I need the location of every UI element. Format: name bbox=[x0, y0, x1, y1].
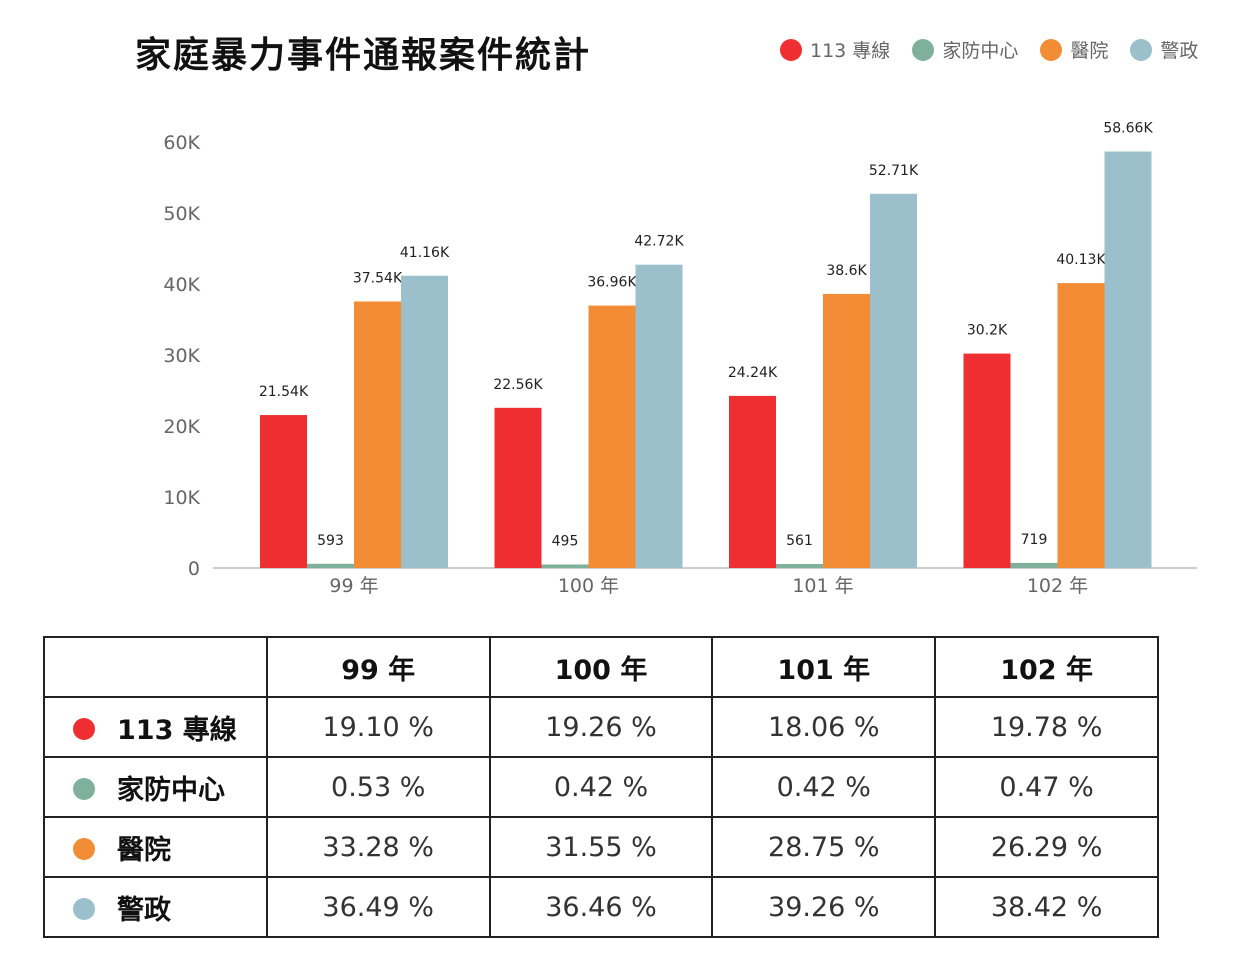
row-label: 警政 bbox=[117, 894, 171, 926]
bar-value-label: 24.24K bbox=[728, 365, 778, 381]
bar-value-label: 36.96K bbox=[587, 275, 637, 291]
table-header-cell: 102 年 bbox=[934, 636, 1159, 698]
table-cell: 0.42 % bbox=[488, 756, 714, 818]
bar bbox=[1104, 151, 1152, 568]
bar-value-label: 38.6K bbox=[826, 263, 867, 279]
x-tick-label: 100 年 bbox=[558, 575, 619, 597]
chart-legend: 113 專線 家防中心 醫院 警政 bbox=[780, 36, 1198, 63]
legend-label: 警政 bbox=[1160, 40, 1199, 62]
legend-dot-icon bbox=[912, 38, 935, 61]
table-header-cell bbox=[43, 636, 268, 698]
table-cell: 19.26 % bbox=[488, 696, 714, 758]
bar bbox=[635, 264, 683, 568]
table-cell: 19.78 % bbox=[934, 696, 1159, 758]
table-cell: 38.42 % bbox=[934, 876, 1159, 938]
y-tick-label: 30K bbox=[163, 345, 200, 367]
table-cell: 0.42 % bbox=[711, 756, 937, 818]
table-cell: 36.46 % bbox=[488, 876, 714, 938]
bar-value-label: 58.66K bbox=[1103, 121, 1153, 137]
table-header-cell: 100 年 bbox=[488, 636, 714, 698]
x-tick-label: 102 年 bbox=[1027, 575, 1088, 597]
row-dot-icon bbox=[73, 838, 95, 860]
table-header-row: 99 年 100 年 101 年 102 年 bbox=[43, 636, 1159, 698]
table-header-cell: 101 年 bbox=[711, 636, 937, 698]
legend-item-hospital[interactable]: 醫院 bbox=[1040, 36, 1108, 63]
row-label: 家防中心 bbox=[117, 774, 225, 806]
y-tick-label: 10K bbox=[163, 487, 200, 509]
y-tick-label: 50K bbox=[163, 203, 200, 225]
bar bbox=[823, 293, 870, 568]
table-row: 醫院 33.28 % 31.55 % 28.75 % 26.29 % bbox=[43, 816, 1159, 878]
bar-chart: 0 10K 20K 30K 40K 50K 60K 21.54K 593 37.54K 41.16K… bbox=[163, 121, 1197, 597]
bar-value-label: 561 bbox=[786, 533, 813, 549]
row-dot-icon bbox=[73, 898, 95, 920]
row-dot-icon bbox=[73, 778, 95, 800]
table-cell: 19.10 % bbox=[265, 696, 491, 758]
bar-value-label: 21.54K bbox=[259, 384, 309, 400]
row-dot-icon bbox=[73, 718, 95, 740]
legend-label: 家防中心 bbox=[942, 40, 1019, 62]
bar bbox=[588, 305, 636, 568]
bar-value-label: 40.13K bbox=[1056, 252, 1106, 268]
table-row: 警政 36.49 % 36.46 % 39.26 % 38.42 % bbox=[43, 876, 1159, 938]
bar-value-label: 593 bbox=[317, 533, 344, 549]
table-cell: 36.49 % bbox=[265, 876, 491, 938]
legend-dot-icon bbox=[1130, 38, 1153, 61]
table-cell: 0.47 % bbox=[934, 756, 1159, 818]
y-tick-label: 40K bbox=[163, 274, 200, 296]
bar-value-label: 495 bbox=[552, 533, 579, 549]
bar-value-label: 30.2K bbox=[967, 323, 1008, 339]
x-tick-label: 101 年 bbox=[792, 575, 853, 597]
table-row-header: 醫院 bbox=[43, 816, 268, 878]
bar bbox=[1010, 562, 1058, 568]
bar bbox=[541, 564, 589, 568]
bar-value-label: 42.72K bbox=[634, 234, 684, 250]
table-cell: 28.75 % bbox=[711, 816, 937, 878]
percentage-table: 99 年 100 年 101 年 102 年 113 專線 19.10 % 19… bbox=[43, 636, 1159, 938]
bar bbox=[776, 564, 823, 568]
table-cell: 39.26 % bbox=[711, 876, 937, 938]
y-tick-label: 20K bbox=[163, 416, 200, 438]
table-row-header: 家防中心 bbox=[43, 756, 268, 818]
y-tick-label: 60K bbox=[163, 132, 200, 154]
legend-label: 醫院 bbox=[1070, 40, 1109, 62]
table-cell: 33.28 % bbox=[265, 816, 491, 878]
bar-value-label: 22.56K bbox=[493, 377, 543, 393]
bar-value-label: 52.71K bbox=[869, 163, 919, 179]
bar bbox=[401, 275, 448, 568]
row-label: 醫院 bbox=[117, 834, 171, 866]
table-row: 家防中心 0.53 % 0.42 % 0.42 % 0.47 % bbox=[43, 756, 1159, 818]
table-cell: 26.29 % bbox=[934, 816, 1159, 878]
row-label: 113 專線 bbox=[117, 714, 237, 746]
table-cell: 31.55 % bbox=[488, 816, 714, 878]
bar-value-label: 719 bbox=[1021, 532, 1048, 548]
legend-item-police[interactable]: 警政 bbox=[1130, 36, 1198, 63]
legend-label: 113 專線 bbox=[810, 40, 891, 62]
y-tick-label: 0 bbox=[188, 558, 200, 580]
table-header-cell: 99 年 bbox=[265, 636, 491, 698]
bar bbox=[963, 353, 1011, 568]
table-cell: 18.06 % bbox=[711, 696, 937, 758]
table-row-header: 警政 bbox=[43, 876, 268, 938]
legend-dot-icon bbox=[780, 38, 802, 61]
bar-value-label: 41.16K bbox=[400, 245, 450, 261]
bar bbox=[494, 407, 542, 568]
table-row: 113 專線 19.10 % 19.26 % 18.06 % 19.78 % bbox=[43, 696, 1159, 758]
legend-dot-icon bbox=[1040, 38, 1063, 61]
legend-item-113-hotline[interactable]: 113 專線 bbox=[780, 36, 890, 63]
bar-value-label: 37.54K bbox=[353, 270, 403, 286]
bar bbox=[1057, 283, 1105, 568]
table-row-header: 113 專線 bbox=[43, 696, 268, 758]
legend-item-family-center[interactable]: 家防中心 bbox=[912, 36, 1018, 63]
table-cell: 0.53 % bbox=[265, 756, 491, 818]
chart-title: 家庭暴力事件通報案件統計 bbox=[135, 35, 592, 76]
bar bbox=[260, 415, 307, 568]
x-tick-label: 99 年 bbox=[329, 575, 378, 597]
bar bbox=[870, 193, 917, 568]
bar bbox=[307, 563, 354, 568]
bar bbox=[729, 395, 776, 568]
bar bbox=[354, 301, 401, 568]
